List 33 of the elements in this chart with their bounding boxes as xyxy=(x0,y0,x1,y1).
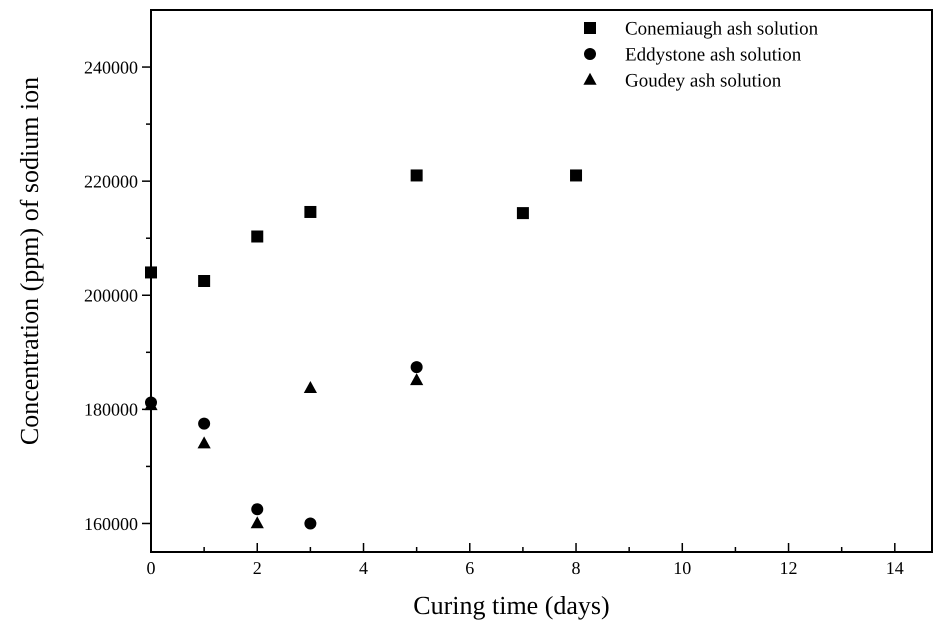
y-tick-label: 240000 xyxy=(84,57,138,78)
point xyxy=(145,266,157,278)
point xyxy=(410,373,424,386)
point xyxy=(410,169,423,182)
point xyxy=(304,206,316,218)
y-tick-label: 200000 xyxy=(84,286,138,306)
point xyxy=(570,169,582,182)
legend-label: Goudey ash solution xyxy=(625,70,782,92)
point xyxy=(304,381,317,394)
legend-label: Conemiaugh ash solution xyxy=(625,18,819,40)
point xyxy=(251,503,264,516)
legend-label: Eddystone ash solution xyxy=(625,44,802,66)
x-axis-title: Curing time (days) xyxy=(413,591,610,620)
point xyxy=(410,361,423,374)
point xyxy=(251,230,264,242)
x-tick-label: 0 xyxy=(146,558,156,578)
point xyxy=(198,418,210,430)
point xyxy=(516,207,529,220)
point xyxy=(250,516,264,528)
point xyxy=(198,436,211,448)
x-tick-label: 4 xyxy=(359,558,368,578)
x-tick-label: 6 xyxy=(465,558,474,578)
x-tick-label: 2 xyxy=(252,558,262,578)
x-tick-label: 8 xyxy=(572,558,581,578)
y-tick-label: 160000 xyxy=(84,514,138,534)
y-tick-label: 180000 xyxy=(84,400,138,420)
x-tick-label: 14 xyxy=(886,558,904,578)
y-axis-title: Concentration (ppm) of sodium ion xyxy=(15,76,44,446)
x-tick-label: 12 xyxy=(780,558,798,578)
point xyxy=(198,275,210,287)
y-tick-label: 220000 xyxy=(84,171,138,192)
point xyxy=(304,517,316,530)
x-tick-label: 10 xyxy=(673,558,692,578)
